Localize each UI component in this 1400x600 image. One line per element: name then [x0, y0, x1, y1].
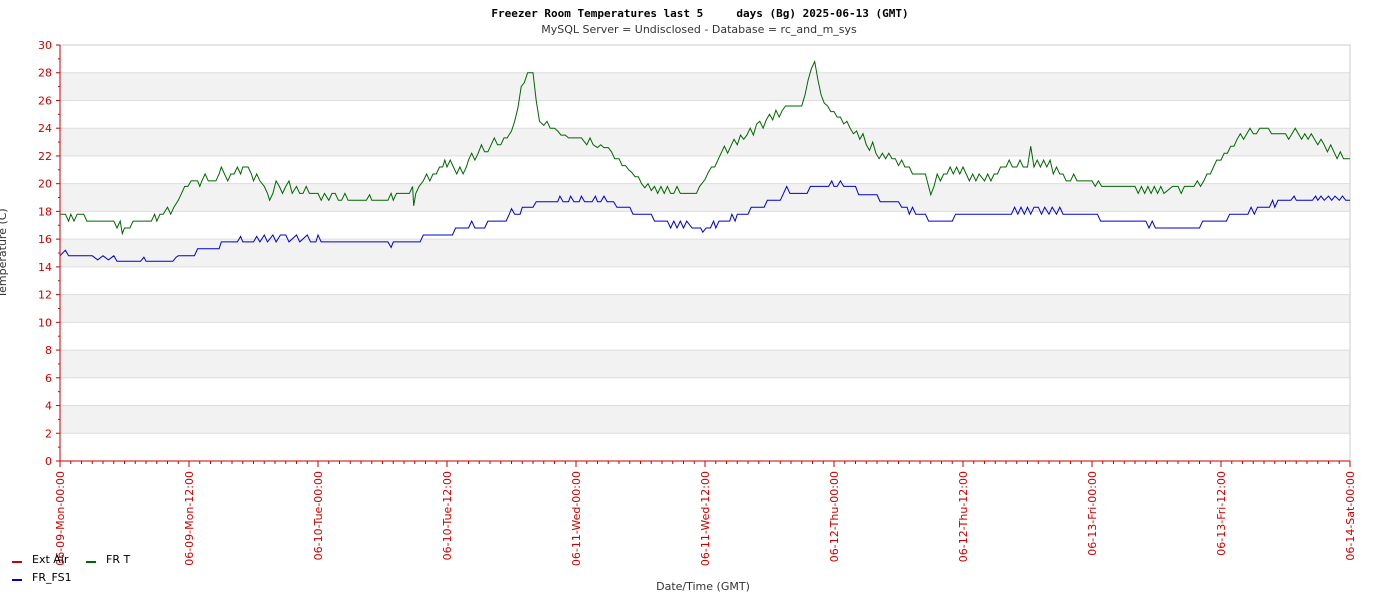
legend-label: FR_FS1 [32, 571, 72, 584]
y-tick-label: 22 [38, 150, 52, 163]
y-tick-label: 4 [45, 400, 52, 413]
y-tick-label: 12 [38, 289, 52, 302]
x-tick-label: 06-12-Thu-12:00 [957, 471, 970, 562]
grid-band [60, 322, 1350, 351]
grid-band [60, 100, 1350, 129]
y-tick-label: 8 [45, 344, 52, 357]
y-tick-label: 14 [38, 261, 52, 274]
x-tick-label: 06-12-Thu-00:00 [828, 471, 841, 562]
x-tick-label: 06-10-Tue-12:00 [441, 471, 454, 560]
grid-band [60, 377, 1350, 406]
legend-label: FR T [106, 553, 130, 566]
legend-label: Ext Air [32, 553, 69, 566]
x-tick-label: 06-13-Fri-00:00 [1086, 471, 1099, 556]
legend: Ext Air FR_FS1 FR T [12, 553, 130, 584]
grid-band [60, 350, 1350, 378]
x-tick-label: 06-09-Mon-00:00 [54, 471, 67, 566]
y-tick-label: 30 [38, 39, 52, 52]
grid-band [60, 128, 1350, 156]
grid-band [60, 239, 1350, 267]
y-tick-label: 0 [45, 455, 52, 468]
y-tick-label: 24 [38, 122, 52, 135]
x-tick-label: 06-13-Fri-12:00 [1215, 471, 1228, 556]
x-tick-label: 06-11-Wed-00:00 [570, 471, 583, 566]
grid-bands [60, 45, 1350, 461]
x-tick-label: 06-10-Tue-00:00 [312, 471, 325, 560]
grid-band [60, 433, 1350, 461]
grid-band [60, 405, 1350, 434]
grid-band [60, 266, 1350, 295]
y-tick-label: 10 [38, 316, 52, 329]
chart-subtitle: MySQL Server = Undisclosed - Database = … [541, 23, 857, 36]
y-tick-label: 6 [45, 372, 52, 385]
y-axis-label: Temperature (C) [0, 208, 9, 298]
x-axis-ticks: 06-09-Mon-00:00 06-09-Mon-12:00 06-10-Tue-… [54, 461, 1357, 566]
series-line-fr-fs1 [59, 179, 1350, 262]
series-lines [59, 59, 1350, 262]
y-tick-label: 16 [38, 233, 52, 246]
grid-band [60, 72, 1350, 101]
grid-band [60, 211, 1350, 240]
x-tick-label: 06-09-Mon-12:00 [183, 471, 196, 566]
grid-band [60, 294, 1350, 323]
x-axis-label: Date/Time (GMT) [656, 580, 750, 593]
grid-band [60, 183, 1350, 212]
series-line-fr-t [60, 59, 1350, 236]
y-tick-label: 28 [38, 67, 52, 80]
grid-band [60, 45, 1350, 73]
chart-title: Freezer Room Temperatures last 5 days (B… [491, 7, 908, 20]
y-tick-label: 18 [38, 205, 52, 218]
y-tick-label: 26 [38, 94, 52, 107]
x-tick-label: 06-11-Wed-12:00 [699, 471, 712, 566]
x-tick-label: 06-14-Sat-00:00 [1344, 471, 1357, 561]
y-tick-label: 20 [38, 178, 52, 191]
y-tick-label: 2 [45, 427, 52, 440]
